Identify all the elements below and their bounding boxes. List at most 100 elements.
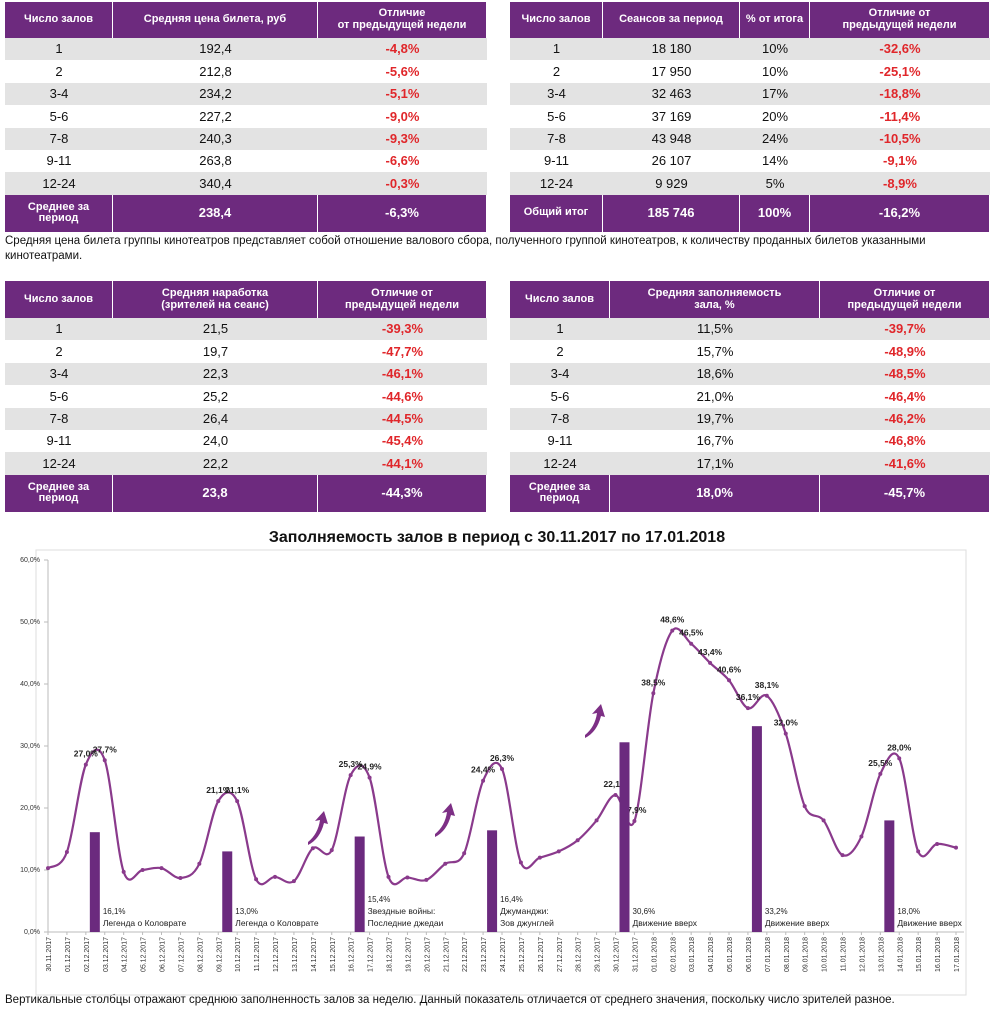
point-marker: [83, 762, 88, 767]
point-label: 46,5%: [679, 628, 704, 638]
table-cell: 32 463: [603, 82, 740, 106]
point-label: 21,1%: [206, 785, 231, 795]
x-tick-label: 01.01.2018: [651, 937, 658, 972]
table-cell: 19,7%: [610, 407, 820, 430]
x-tick-label: 28.12.2017: [576, 937, 583, 972]
table-row: 3-4 32 463 17% -18,8%: [510, 82, 990, 106]
table-cell: 18,6%: [610, 362, 820, 386]
table-cell: Сеансов за период: [603, 2, 740, 38]
table-header: Число залов Средняя наработка (зрителей н…: [5, 281, 487, 318]
x-tick-label: 10.12.2017: [235, 937, 242, 972]
x-tick-label: 01.12.2017: [65, 937, 72, 972]
table-cell: -4,8%: [318, 38, 487, 61]
point-label: 24,4%: [471, 765, 496, 775]
point-marker: [348, 773, 353, 778]
point-marker: [121, 869, 126, 874]
table-cell: Число залов: [5, 2, 113, 38]
table-cell: 7-8: [5, 127, 113, 150]
x-tick-label: 11.12.2017: [254, 937, 261, 972]
table-cell: 21,5: [113, 318, 318, 341]
bar: [751, 726, 762, 932]
table-cell: 24,0: [202, 433, 229, 449]
table-cell: 5-6: [550, 388, 570, 404]
point-marker: [367, 775, 372, 780]
bar-label: 13,0%: [235, 907, 258, 916]
x-tick-label: 05.12.2017: [141, 937, 148, 972]
y-tick-label: 20,0%: [20, 805, 40, 812]
table-cell: 22,2: [113, 452, 318, 475]
table-total: Общий итог 185 746 100% -16,2%: [510, 194, 990, 232]
point-marker: [537, 855, 542, 860]
x-tick-label: 17.01.2018: [954, 937, 961, 972]
table-cell: -45,4%: [381, 433, 424, 449]
table-cell: -9,3%: [318, 127, 487, 150]
point-marker: [197, 861, 202, 866]
table-row: 3-4 18,6% -48,5%: [510, 362, 990, 386]
x-tick-label: 12.12.2017: [273, 937, 280, 972]
table-row: 1 18 180 10% -32,6%: [510, 38, 990, 61]
bar: [487, 830, 498, 932]
x-tick-label: 15.01.2018: [916, 937, 923, 972]
table-cell: -46,1%: [318, 362, 487, 386]
table: Число залов Сеансов за период% от итога От…: [510, 2, 990, 232]
x-tick-label: 22.12.2017: [462, 937, 469, 972]
table-cell: -47,7%: [381, 343, 424, 359]
table-row: 5-6 21,0% -46,4%: [510, 385, 990, 407]
point-label: 32,0%: [774, 718, 799, 728]
table-cell: -0,3%: [318, 172, 487, 195]
point-marker: [500, 766, 504, 771]
table-cell: -44,3%: [318, 474, 487, 512]
point-marker: [859, 834, 864, 839]
bar-label: 16,1%: [103, 907, 126, 916]
table-cell: 12-24: [5, 452, 113, 475]
table-cell: Средняя цена билета, руб: [113, 2, 318, 38]
x-tick-label: 17.12.2017: [368, 937, 375, 972]
chart-frame: [35, 549, 967, 996]
table-cell: 43 948: [603, 127, 740, 150]
bar-note: Звездные войны: Последние джедаи: [368, 906, 444, 928]
bar-note: Движение вверх: [765, 918, 830, 928]
x-tick-label: 02.12.2017: [84, 937, 91, 972]
table-row: 2 17 950 10% -25,1%: [510, 60, 990, 82]
table-cell: 3-4: [5, 82, 113, 106]
point-label: 22,1%: [603, 779, 628, 789]
x-tick-label: 08.01.2018: [784, 937, 791, 972]
table-cell: -39,3%: [318, 318, 487, 341]
x-tick-label: 31.12.2017: [632, 937, 639, 972]
table-cell: Число залов: [5, 281, 113, 318]
table-cell: Среднее за период: [5, 474, 113, 512]
table-cell: -44,5%: [318, 407, 487, 430]
table-cell: 9-11: [46, 153, 72, 169]
x-tick-label: 06.12.2017: [160, 937, 167, 972]
point-marker: [764, 693, 769, 698]
table-cell: 17,1%: [610, 452, 820, 475]
point-marker: [878, 771, 883, 776]
table-cell: Средняя наработка (зрителей на сеанс): [113, 281, 318, 318]
x-tick-label: 25.12.2017: [519, 937, 526, 972]
table-cell: 1: [510, 38, 603, 61]
table-cell: Отличие от предыдущей недели: [318, 2, 487, 38]
table-cell: Общий итог: [510, 194, 603, 232]
point-marker: [745, 706, 750, 711]
x-tick-label: 21.12.2017: [443, 937, 450, 972]
table-cell: 25,2: [202, 388, 229, 404]
table-cell: -41,6%: [820, 452, 990, 475]
table-cell: 192,4: [113, 38, 318, 61]
table-total: Среднее за период 23,8 -44,3%: [5, 474, 487, 512]
table-cell: -9,1%: [883, 153, 917, 169]
point-marker: [273, 874, 277, 879]
y-tick-label: 0,0%: [24, 929, 40, 936]
point-marker: [594, 818, 599, 823]
table-row: 3-4 22,3 -46,1%: [5, 362, 487, 386]
point-marker: [140, 868, 145, 872]
table-cell: 23,8: [113, 474, 318, 512]
point-label: 25,5%: [868, 758, 893, 768]
table-cell: 3-4: [510, 82, 603, 106]
bar-label: 16,4%: [500, 895, 523, 904]
point-marker: [916, 849, 921, 854]
table: Число залов Средняя наработка (зрителей н…: [5, 281, 487, 512]
x-tick-label: 09.01.2018: [803, 937, 810, 972]
point-marker: [216, 799, 221, 804]
point-marker: [329, 848, 334, 853]
bar-note: Движение вверх: [897, 918, 962, 928]
